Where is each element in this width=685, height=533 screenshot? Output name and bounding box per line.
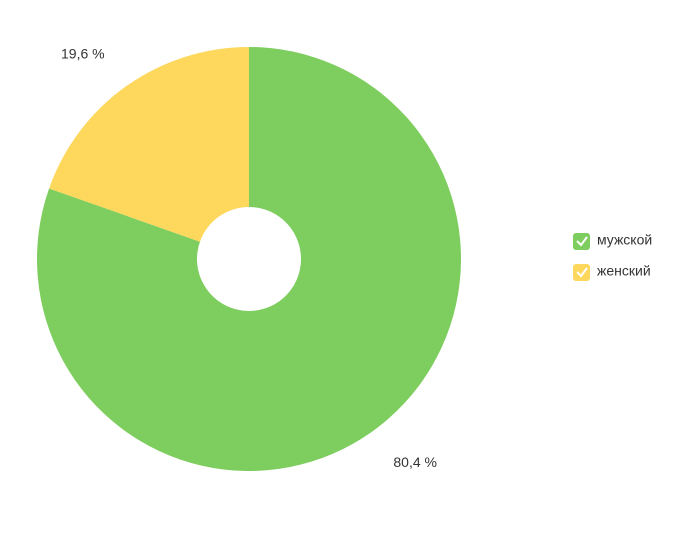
- legend-check: [576, 236, 588, 247]
- legend-label: женский: [597, 263, 651, 279]
- legend-label: мужской: [597, 232, 652, 248]
- value-label: 80,4 %: [393, 454, 437, 470]
- pie-slice: [49, 47, 250, 242]
- value-label: 19,6 %: [61, 46, 105, 62]
- pie-slice: [37, 47, 462, 471]
- legend-check: [576, 267, 588, 278]
- legend-item[interactable]: мужской: [573, 232, 652, 250]
- legend-checkbox: [573, 233, 590, 250]
- legend-item[interactable]: женский: [573, 263, 651, 281]
- legend-checkbox: [573, 264, 590, 281]
